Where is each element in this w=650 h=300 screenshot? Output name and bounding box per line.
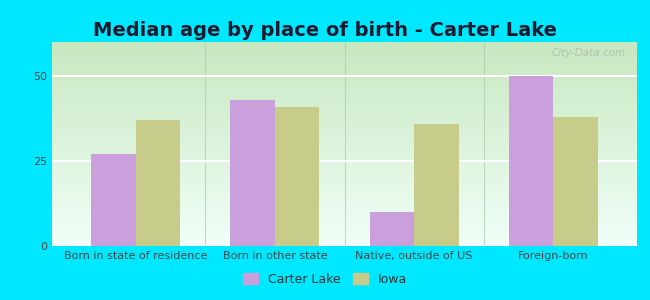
Bar: [275, 106, 319, 246]
Legend: Carter Lake, Iowa: Carter Lake, Iowa: [238, 268, 412, 291]
Bar: [509, 76, 553, 246]
Bar: [370, 212, 414, 246]
Text: Median age by place of birth - Carter Lake: Median age by place of birth - Carter La…: [93, 21, 557, 40]
Text: City-Data.com: City-Data.com: [551, 48, 625, 58]
Bar: [414, 124, 459, 246]
Bar: [230, 100, 275, 246]
Bar: [91, 154, 136, 246]
Bar: [136, 120, 180, 246]
Bar: [553, 117, 598, 246]
